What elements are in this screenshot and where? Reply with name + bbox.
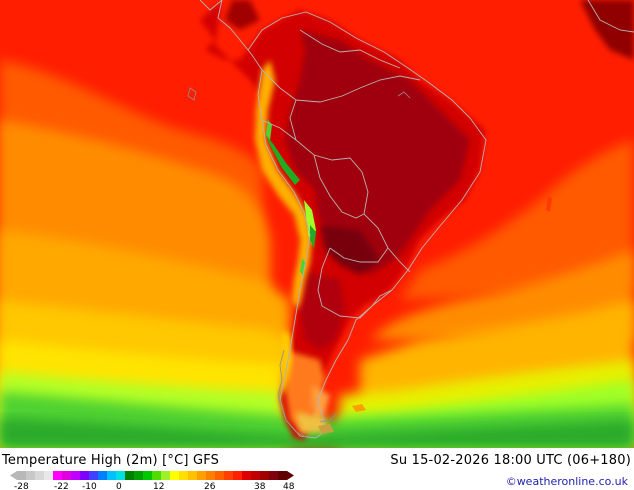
scale-swatch [224, 471, 234, 480]
footer: Temperature High (2m) [°C] GFS Su 15-02-… [0, 448, 634, 490]
coastline-detail [187, 87, 411, 439]
scale-tick-label: -10 [82, 482, 97, 490]
scale-swatch [17, 471, 27, 480]
credit-link[interactable]: ©weatheronline.co.uk [505, 475, 628, 488]
forecast-datetime: Su 15-02-2026 18:00 UTC (06+180) [390, 453, 631, 468]
scale-swatch [242, 471, 252, 480]
scale-tick-label: 38 [254, 482, 266, 490]
color-scale-legend: -28 -22 -10 0 12 26 38 48 [10, 471, 295, 490]
scale-swatch [35, 471, 45, 480]
scale-swatch [125, 471, 135, 480]
scale-swatch [107, 471, 117, 480]
scale-swatch [179, 471, 189, 480]
scale-swatch [188, 471, 198, 480]
scale-tick-label: 12 [153, 482, 164, 490]
scale-swatch [215, 471, 225, 480]
scale-swatch [44, 471, 54, 480]
scale-swatch [62, 471, 72, 480]
map-title: Temperature High (2m) [°C] GFS [2, 453, 220, 468]
islands [318, 196, 552, 434]
scale-swatch [71, 471, 81, 480]
scale-swatch [206, 471, 216, 480]
scale-swatch [161, 471, 171, 480]
scale-arrow-high [287, 471, 294, 480]
scale-swatch [53, 471, 63, 480]
scale-swatch [26, 471, 36, 480]
scale-swatch [152, 471, 162, 480]
scale-swatch [278, 471, 288, 480]
scale-tick-label: -28 [14, 482, 29, 490]
scale-swatch [80, 471, 90, 480]
scale-swatch [89, 471, 99, 480]
scale-swatch [116, 471, 126, 480]
scale-swatch [197, 471, 207, 480]
scale-tick-label: 48 [283, 482, 295, 490]
scale-swatch [233, 471, 243, 480]
scale-arrow-low [10, 471, 17, 480]
scale-swatch [143, 471, 153, 480]
temperature-map [0, 0, 634, 448]
scale-swatch [269, 471, 279, 480]
scale-swatch [170, 471, 180, 480]
scale-swatch [251, 471, 261, 480]
scale-swatch [98, 471, 108, 480]
scale-swatch [134, 471, 144, 480]
scale-swatch [260, 471, 270, 480]
scale-tick-label: 0 [116, 482, 122, 490]
scale-tick-label: -22 [54, 482, 69, 490]
land-temperature [200, 0, 634, 440]
scale-tick-label: 26 [204, 482, 216, 490]
country-borders [199, 0, 634, 439]
